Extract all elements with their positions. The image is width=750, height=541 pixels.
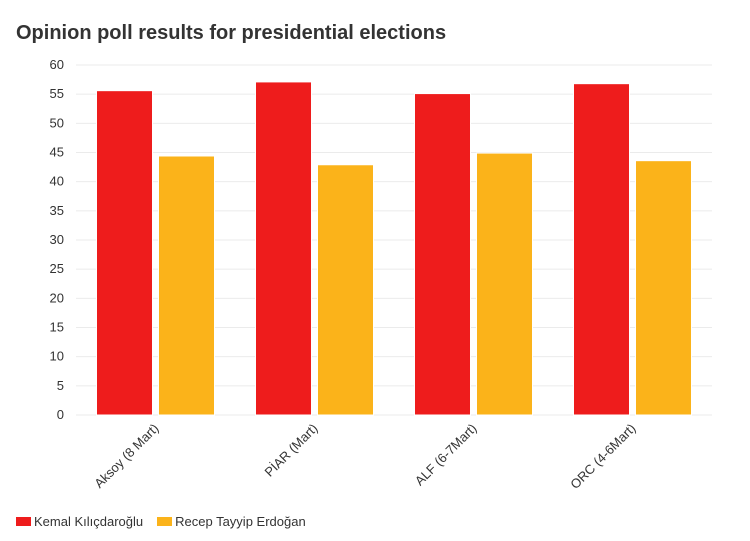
x-tick-label: ALF (6-7Mart): [412, 421, 480, 489]
y-tick-label: 0: [57, 407, 64, 422]
bar-erdogan[interactable]: [635, 160, 692, 416]
bar-erdogan[interactable]: [158, 155, 215, 416]
legend-swatch-kilicdaroglu: [16, 517, 31, 526]
bar-erdogan[interactable]: [317, 164, 374, 416]
y-tick-label: 45: [50, 145, 64, 160]
y-tick-label: 55: [50, 86, 64, 101]
legend: Kemal Kılıçdaroğlu Recep Tayyip Erdoğan: [16, 514, 320, 529]
y-tick-label: 20: [50, 290, 64, 305]
y-tick-label: 30: [50, 232, 64, 247]
y-axis-ticks: 0 5 10 15 20 25 30 35 40 45 50 55 60: [50, 57, 64, 422]
x-tick-label: Aksoy (8 Mart): [91, 421, 161, 491]
y-tick-label: 25: [50, 261, 64, 276]
bar-erdogan[interactable]: [476, 152, 533, 416]
y-tick-label: 10: [50, 349, 64, 364]
bar-kilicdaroglu[interactable]: [573, 83, 630, 416]
legend-item-kilicdaroglu[interactable]: Kemal Kılıçdaroğlu: [16, 514, 143, 529]
y-tick-label: 35: [50, 203, 64, 218]
y-tick-label: 15: [50, 320, 64, 335]
x-tick-label: ORC (4-6Mart): [567, 421, 638, 492]
y-tick-label: 5: [57, 378, 64, 393]
bars: [96, 81, 692, 416]
legend-label-erdogan: Recep Tayyip Erdoğan: [175, 514, 306, 529]
legend-label-kilicdaroglu: Kemal Kılıçdaroğlu: [34, 514, 144, 529]
y-tick-label: 60: [50, 57, 64, 72]
bar-kilicdaroglu[interactable]: [255, 81, 312, 416]
legend-swatch-erdogan: [157, 517, 173, 526]
y-tick-label: 40: [50, 174, 64, 189]
legend-item-erdogan[interactable]: Recep Tayyip Erdoğan: [157, 514, 306, 529]
y-tick-label: 50: [50, 115, 64, 130]
chart-title: Opinion poll results for presidential el…: [16, 22, 447, 44]
bar-kilicdaroglu[interactable]: [414, 93, 471, 416]
x-tick-label: PİAR (Mart): [261, 421, 320, 480]
x-axis-ticks: Aksoy (8 Mart) PİAR (Mart) ALF (6-7Mart) OR…: [91, 421, 638, 492]
bar-kilicdaroglu[interactable]: [96, 90, 153, 416]
